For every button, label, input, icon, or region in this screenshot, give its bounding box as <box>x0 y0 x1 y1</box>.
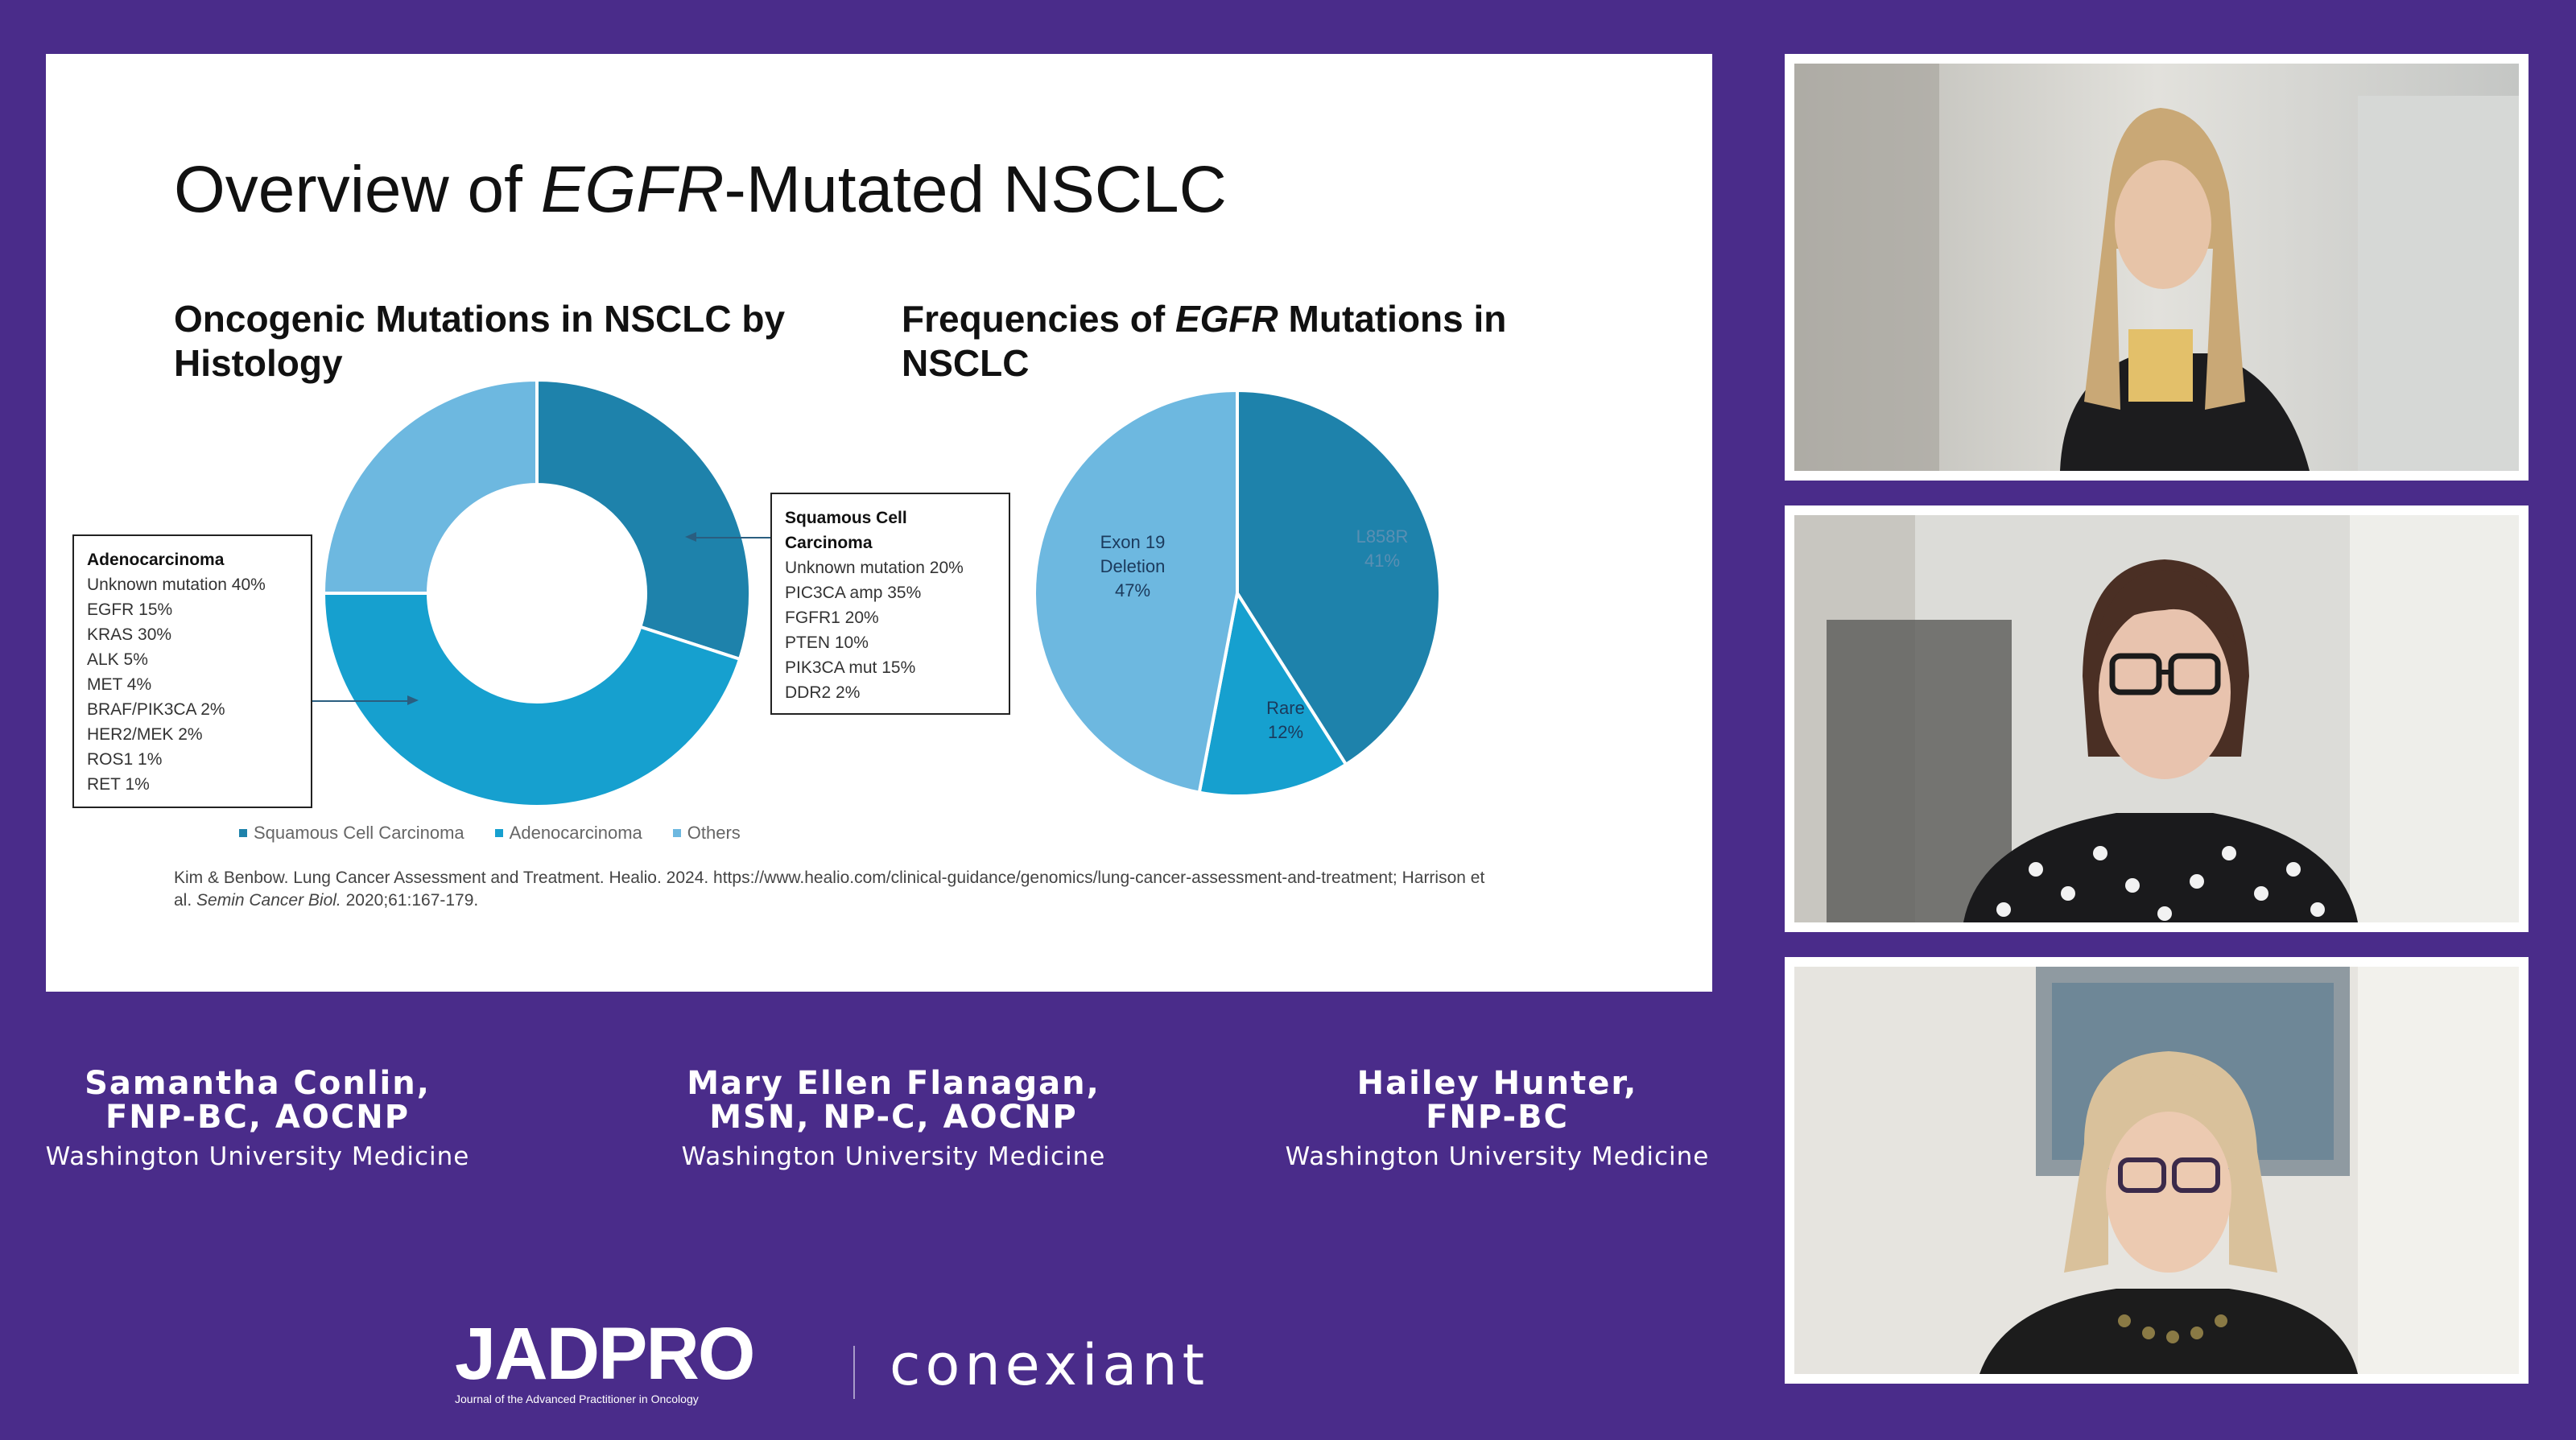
squam-line: FGFR1 20% <box>785 609 879 627</box>
squam-connector-arrow <box>685 532 696 542</box>
jadpro-tagline: Journal of the Advanced Practitioner in … <box>455 1393 699 1405</box>
squam-connector-line <box>695 537 770 538</box>
squam-line: PIK3CA mut 15% <box>785 658 916 677</box>
squam-heading: Squamous Cell Carcinoma <box>785 509 907 552</box>
slice-squamous-cell-carcinoma <box>535 378 752 662</box>
presentation-slide: Overview of EGFR-Mutated NSCLC Oncogenic… <box>46 54 1712 992</box>
donut-legend: Squamous Cell Carcinoma Adenocarcinoma O… <box>239 823 741 844</box>
adeno-line: MET 4% <box>87 675 152 694</box>
speaker-affiliation: Washington University Medicine <box>1285 1142 1710 1171</box>
pie-label-line: Exon 19 <box>1100 532 1166 552</box>
pie-label-rare: Rare 12% <box>1245 696 1326 745</box>
pie-label-line: 41% <box>1364 551 1401 571</box>
adeno-line: ALK 5% <box>87 650 148 669</box>
heading-italic: EGFR <box>1174 298 1278 340</box>
jadpro-logo: JADPRO Journal of the Advanced Practitio… <box>455 1313 755 1405</box>
slide-title: Overview of EGFR-Mutated NSCLC <box>174 152 1227 228</box>
adeno-line: Unknown mutation 40% <box>87 576 266 594</box>
pie-label-l858r: L858R 41% <box>1334 525 1430 573</box>
speaker-name: Samantha Conlin, <box>85 1065 431 1102</box>
slice-exon-19-deletion <box>1033 388 1239 794</box>
speaker-name: Mary Ellen Flanagan, <box>687 1065 1100 1102</box>
legend-item: Others <box>672 823 741 844</box>
pie-label-line: Rare <box>1266 698 1305 718</box>
speaker-caption-3: Hailey Hunter, FNP-BC Washington Univers… <box>1240 1067 1755 1171</box>
heading-text: Frequencies of <box>902 298 1175 340</box>
squam-line: PTEN 10% <box>785 633 869 652</box>
pie-label-exon19: Exon 19 Deletion 47% <box>1068 530 1197 603</box>
heading-text-end: Mutations in NSCLC <box>902 298 1507 384</box>
squam-line: DDR2 2% <box>785 683 861 702</box>
legend-item: Squamous Cell Carcinoma <box>239 823 464 844</box>
speaker-caption-2: Mary Ellen Flanagan, MSN, NP-C, AOCNP Wa… <box>636 1067 1151 1171</box>
legend-swatch <box>494 829 503 837</box>
legend-label: Squamous Cell Carcinoma <box>254 823 464 843</box>
adeno-connector-line <box>312 700 409 702</box>
slice-adenocarcinoma <box>321 592 742 808</box>
squam-line: PIC3CA amp 35% <box>785 584 922 602</box>
speaker-affiliation: Washington University Medicine <box>681 1142 1106 1171</box>
adeno-line: RET 1% <box>87 775 150 794</box>
legend-item: Adenocarcinoma <box>494 823 642 844</box>
webcam-person-icon <box>1794 515 2519 922</box>
slice-others <box>321 378 539 595</box>
legend-swatch <box>239 829 247 837</box>
video-tile-speaker-3[interactable] <box>1785 957 2529 1384</box>
squamous-cell-box: Squamous Cell Carcinoma Unknown mutation… <box>770 493 1010 715</box>
video-feed <box>1794 515 2519 922</box>
left-chart-heading: Oncogenic Mutations in NSCLC by Histolog… <box>174 298 786 384</box>
conexiant-logo: conexiant <box>890 1332 1210 1398</box>
adeno-line: KRAS 30% <box>87 625 172 644</box>
logo-divider <box>853 1346 855 1399</box>
adeno-connector-arrow <box>407 695 419 705</box>
video-tile-speaker-2[interactable] <box>1785 505 2529 932</box>
speaker-credentials: FNP-BC, AOCNP <box>105 1099 411 1136</box>
pie-label-line: 12% <box>1267 722 1304 742</box>
legend-label: Adenocarcinoma <box>509 823 642 843</box>
pie-label-line: 47% <box>1114 580 1151 600</box>
video-feed <box>1794 967 2519 1374</box>
speaker-credentials: FNP-BC <box>1426 1099 1569 1136</box>
citation-journal: Semin Cancer Biol. <box>196 891 341 910</box>
histology-donut-chart <box>321 378 752 808</box>
video-feed <box>1794 64 2519 471</box>
slice-rare <box>1197 588 1348 798</box>
legend-label: Others <box>687 823 741 843</box>
pie-label-line: L858R <box>1356 526 1409 547</box>
adeno-heading: Adenocarcinoma <box>87 551 225 569</box>
citation-text: Kim & Benbow. Lung Cancer Assessment and… <box>174 869 1485 910</box>
title-italic: EGFR <box>540 153 724 226</box>
adeno-line: ROS1 1% <box>87 750 163 769</box>
video-tile-speaker-1[interactable] <box>1785 54 2529 481</box>
adeno-line: HER2/MEK 2% <box>87 725 203 744</box>
speaker-caption-1: Samantha Conlin, FNP-BC, AOCNP Washingto… <box>0 1067 515 1171</box>
right-chart-heading: Frequencies of EGFR Mutations in NSCLC <box>902 297 1626 386</box>
webcam-person-icon <box>1794 64 2519 471</box>
adeno-line: BRAF/PIK3CA 2% <box>87 700 225 719</box>
speaker-name: Hailey Hunter, <box>1356 1065 1638 1102</box>
title-text: Overview of <box>174 153 541 226</box>
webcam-person-icon <box>1794 967 2519 1374</box>
title-text-end: -Mutated NSCLC <box>724 153 1227 226</box>
egfr-pie-chart <box>1033 388 1442 798</box>
citation: Kim & Benbow. Lung Cancer Assessment and… <box>174 867 1494 912</box>
squam-line: Unknown mutation 20% <box>785 559 964 577</box>
legend-swatch <box>672 829 681 837</box>
adenocarcinoma-box: Adenocarcinoma Unknown mutation 40% EGFR… <box>72 534 312 808</box>
speaker-credentials: MSN, NP-C, AOCNP <box>709 1099 1078 1136</box>
jadpro-wordmark: JADPRO <box>455 1313 755 1395</box>
pie-label-line: Deletion <box>1100 556 1166 576</box>
adeno-line: EGFR 15% <box>87 600 173 619</box>
speaker-affiliation: Washington University Medicine <box>45 1142 470 1171</box>
citation-text-end: 2020;61:167-179. <box>341 891 479 910</box>
